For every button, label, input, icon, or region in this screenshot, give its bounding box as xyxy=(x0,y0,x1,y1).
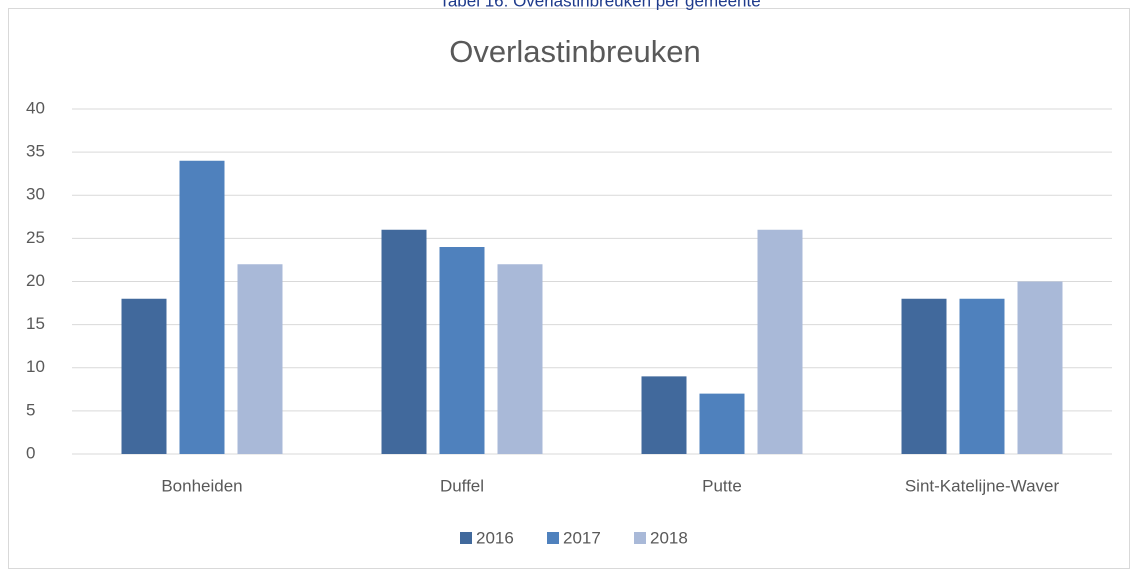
bar xyxy=(439,247,485,454)
bar xyxy=(1017,281,1063,454)
bar xyxy=(121,298,167,454)
legend-swatch xyxy=(460,532,472,544)
bar xyxy=(497,264,543,454)
bar xyxy=(237,264,283,454)
caption: Tabel 16: Overlastinbreuken per gemeente xyxy=(439,0,760,10)
y-tick-label: 30 xyxy=(26,185,45,204)
y-tick-label: 25 xyxy=(26,228,45,247)
bar xyxy=(641,376,687,454)
y-tick-label: 35 xyxy=(26,142,45,161)
x-tick-label: Duffel xyxy=(440,476,484,495)
y-tick-label: 15 xyxy=(26,314,45,333)
bar xyxy=(699,393,745,454)
y-tick-label: 40 xyxy=(26,98,45,117)
x-tick-label: Sint-Katelijne-Waver xyxy=(905,476,1060,495)
bar xyxy=(179,160,225,454)
y-tick-label: 20 xyxy=(26,271,45,290)
bar xyxy=(901,298,947,454)
legend-swatch xyxy=(634,532,646,544)
legend-label: 2017 xyxy=(563,528,601,547)
bar xyxy=(959,298,1005,454)
legend-label: 2016 xyxy=(476,528,514,547)
y-tick-label: 5 xyxy=(26,400,35,419)
legend-label: 2018 xyxy=(650,528,688,547)
y-tick-label: 10 xyxy=(26,357,45,376)
chart-title: Overlastinbreuken xyxy=(449,34,701,69)
bar xyxy=(381,229,427,454)
legend-swatch xyxy=(547,532,559,544)
x-tick-label: Bonheiden xyxy=(161,476,242,495)
y-tick-label: 0 xyxy=(26,443,35,462)
x-tick-label: Putte xyxy=(702,476,742,495)
bar xyxy=(757,229,803,454)
